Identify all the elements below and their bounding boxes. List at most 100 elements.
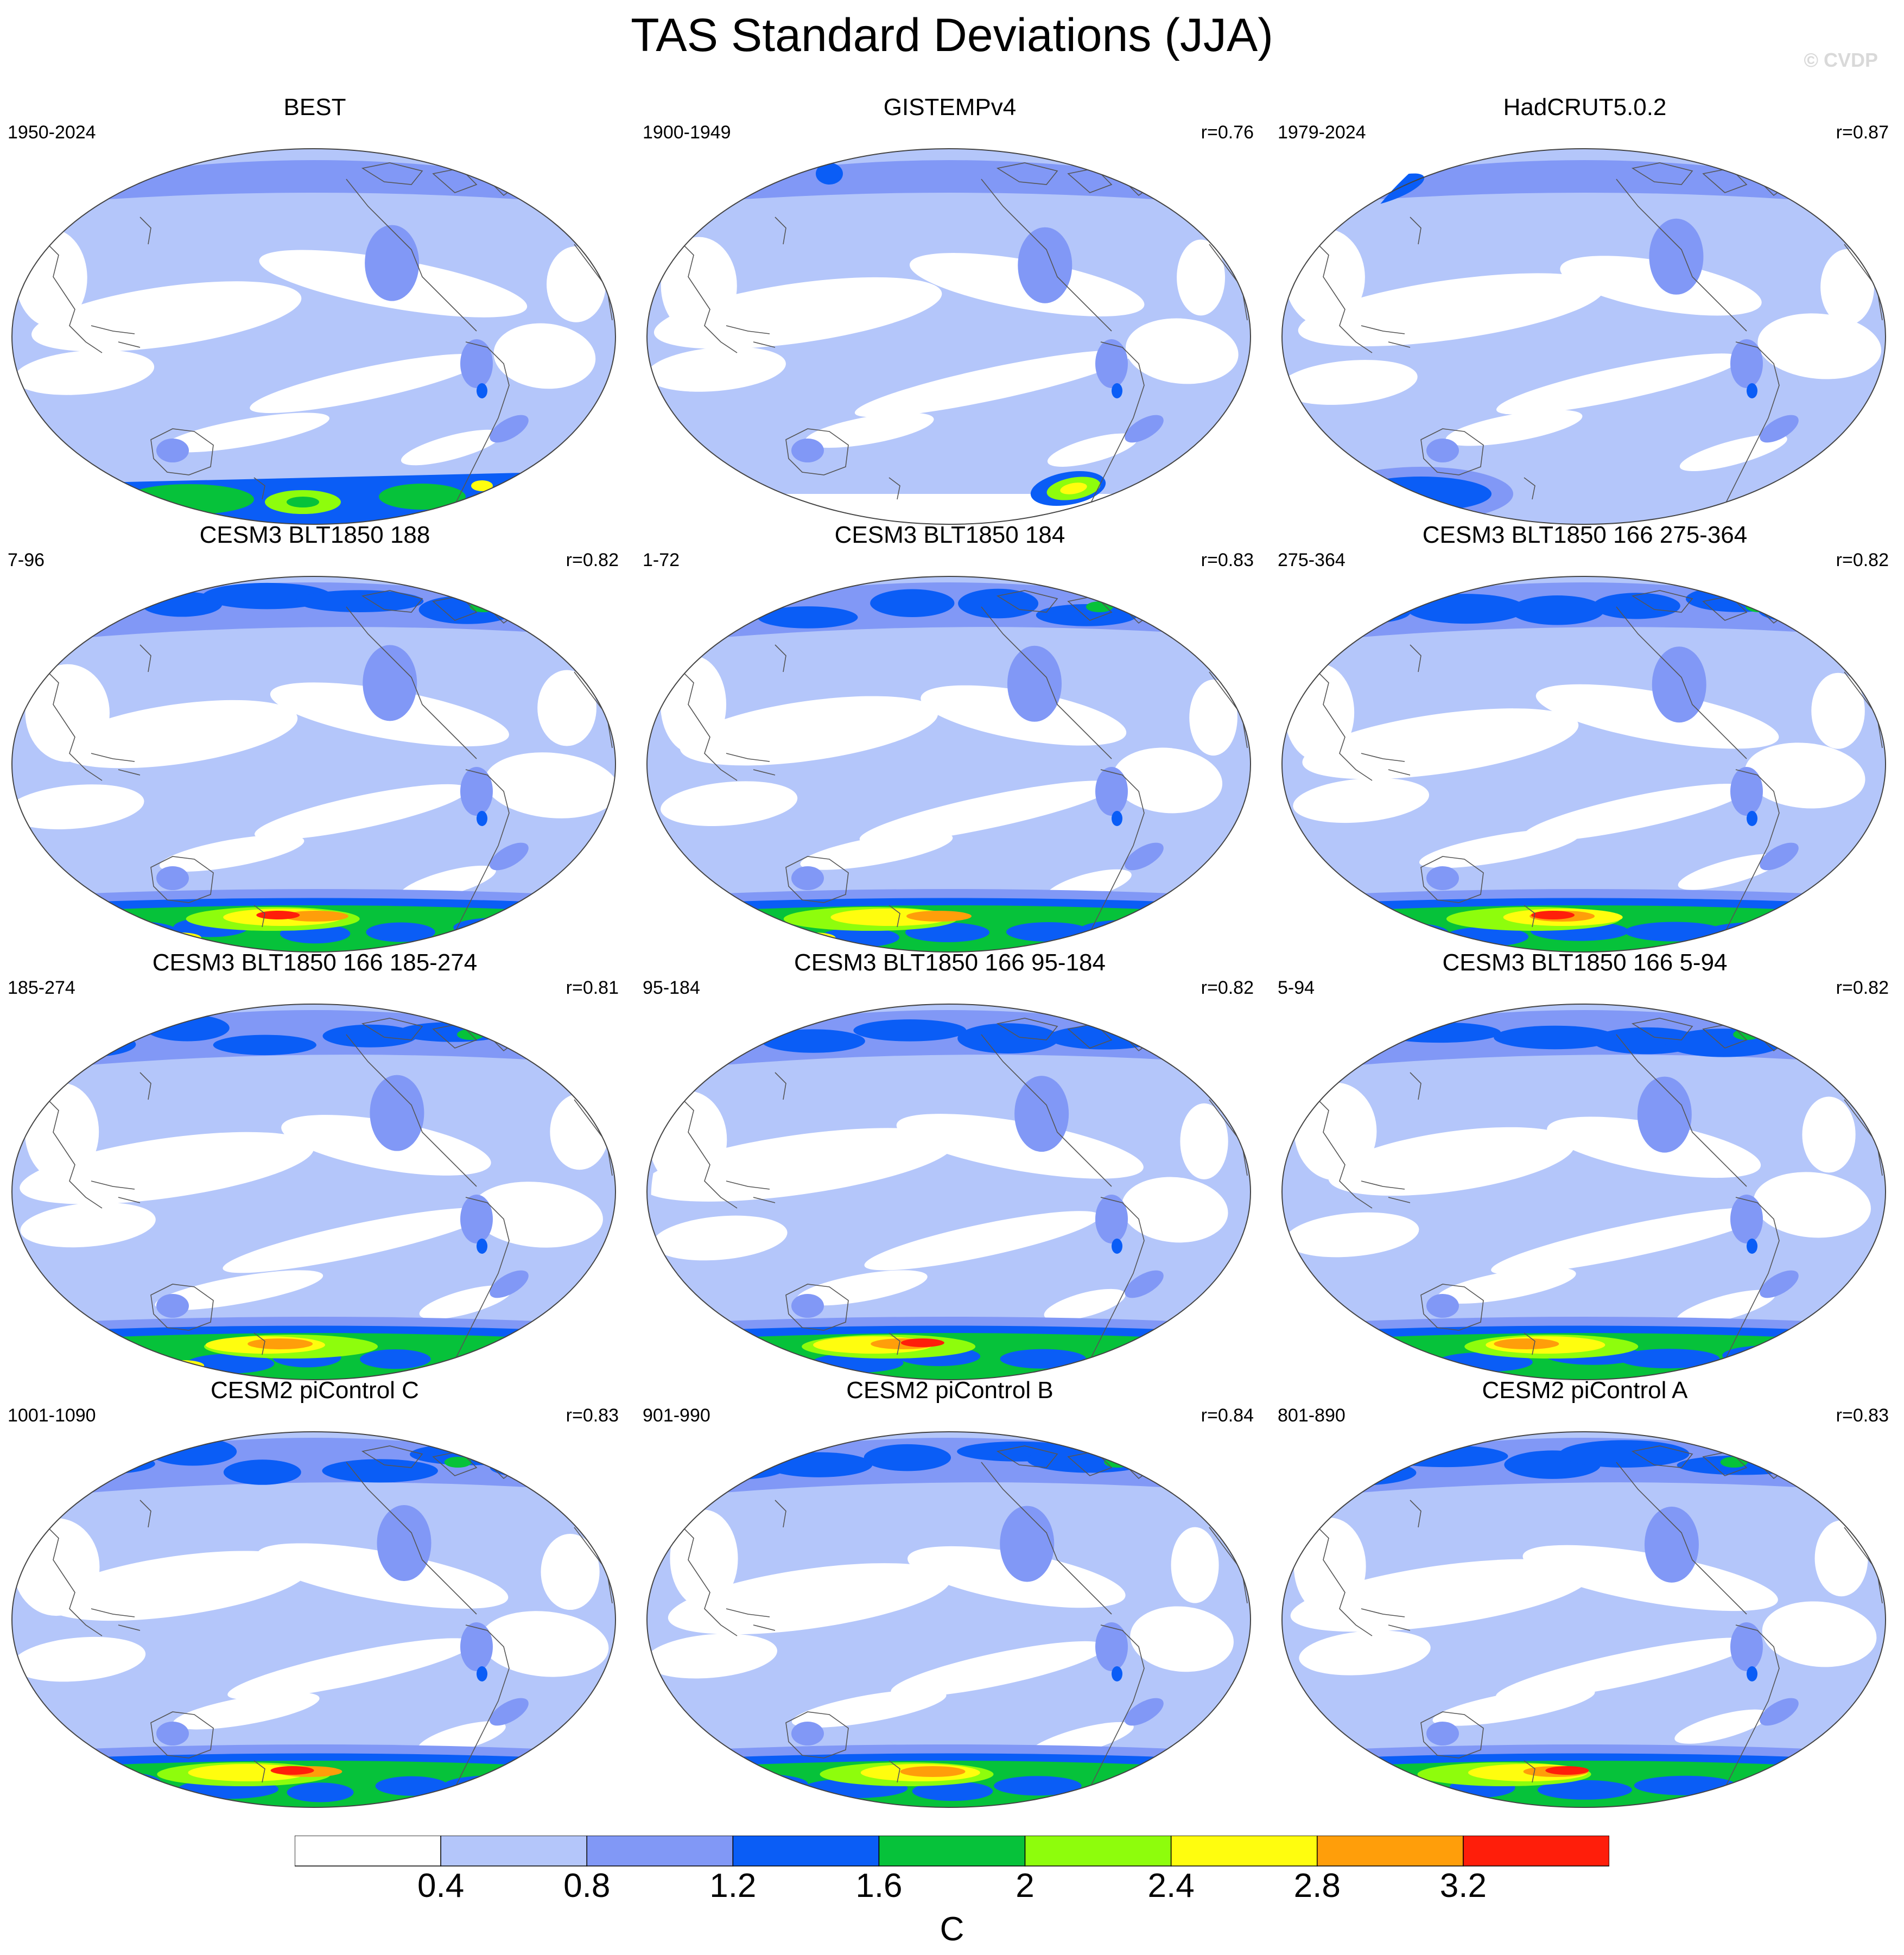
contour-region bbox=[645, 1128, 955, 1202]
contour-region bbox=[1048, 1025, 1162, 1050]
contour-region bbox=[668, 1563, 951, 1635]
robinson-map bbox=[11, 148, 617, 525]
coastline bbox=[1722, 341, 1780, 524]
contour-region bbox=[646, 346, 786, 392]
contour-region bbox=[791, 1689, 947, 1728]
coastline bbox=[1361, 1608, 1411, 1631]
contour-region bbox=[223, 1459, 301, 1485]
panel-period: 185-274 bbox=[8, 977, 75, 998]
contour-region bbox=[511, 1031, 601, 1057]
contour-region bbox=[1344, 1015, 1388, 1026]
contour-region bbox=[804, 412, 934, 448]
contour-region bbox=[707, 588, 751, 599]
map-panel: CESM3 BLT1850 184 1-72 r=0.83 bbox=[635, 520, 1265, 953]
coastline bbox=[1410, 217, 1421, 245]
contour-region bbox=[360, 1349, 431, 1369]
contour-region bbox=[854, 350, 1131, 417]
contour-region bbox=[912, 1781, 993, 1801]
contour-region bbox=[1280, 360, 1418, 405]
coastline bbox=[1410, 644, 1421, 672]
contour-region bbox=[1018, 227, 1072, 303]
robinson-map bbox=[645, 1431, 1252, 1808]
contour-region bbox=[761, 1029, 865, 1053]
coastline bbox=[150, 1284, 214, 1331]
contour-region bbox=[709, 1774, 808, 1794]
contour-region bbox=[1000, 1349, 1086, 1369]
coastline bbox=[1616, 179, 1747, 332]
robinson-map bbox=[10, 576, 618, 953]
contour-region bbox=[144, 1362, 167, 1369]
contour-region bbox=[365, 225, 420, 301]
coastline bbox=[432, 1451, 478, 1476]
coastline bbox=[981, 179, 1112, 332]
coastline bbox=[1844, 1527, 1883, 1604]
panel-correlation: r=0.82 bbox=[1201, 977, 1254, 998]
contour-region bbox=[661, 781, 798, 827]
contour-region bbox=[1148, 1441, 1237, 1462]
coastline bbox=[253, 1760, 265, 1783]
contour-region bbox=[1104, 1457, 1132, 1468]
contour-region bbox=[1044, 1288, 1126, 1321]
contour-region bbox=[39, 593, 149, 614]
coastline bbox=[1420, 856, 1484, 903]
coastline bbox=[775, 644, 786, 672]
contour-region bbox=[469, 601, 497, 612]
contour-region bbox=[370, 1075, 424, 1151]
panel-title: BEST bbox=[283, 94, 346, 120]
contour-region bbox=[1401, 1360, 1445, 1371]
contour-region bbox=[1096, 1354, 1174, 1374]
robinson-map bbox=[1281, 576, 1887, 953]
coastline bbox=[1631, 1018, 1693, 1040]
panel-title: CESM3 BLT1850 188 bbox=[199, 522, 430, 548]
contour-region bbox=[480, 1611, 609, 1677]
contour-region bbox=[501, 585, 578, 613]
map-panel: BEST 1950-2024 bbox=[0, 92, 630, 525]
contour-region bbox=[1820, 249, 1874, 325]
map-outline bbox=[1281, 576, 1887, 953]
coastline bbox=[888, 1760, 900, 1783]
coastline bbox=[139, 1072, 151, 1100]
coastline bbox=[574, 671, 613, 748]
contour-region bbox=[471, 480, 493, 491]
contour-region bbox=[1496, 353, 1742, 415]
contour-region bbox=[401, 429, 502, 466]
contour-region bbox=[791, 866, 824, 890]
map-outline bbox=[11, 576, 617, 953]
map-panel: CESM3 BLT1850 188 7-96 r=0.82 bbox=[0, 520, 630, 953]
map-panel: CESM2 piControl C 1001-1090 r=0.83 bbox=[0, 1375, 630, 1808]
contour-region bbox=[1007, 645, 1062, 722]
map-background bbox=[12, 1432, 615, 1807]
contour-region bbox=[1340, 1443, 1383, 1454]
contour-region bbox=[1679, 434, 1787, 472]
contour-region bbox=[257, 1543, 509, 1609]
contour-region bbox=[45, 1551, 310, 1621]
contour-region bbox=[1494, 1025, 1616, 1050]
panel-title: CESM3 BLT1850 166 185-274 bbox=[152, 949, 478, 976]
panel-period: 1979-2024 bbox=[1278, 122, 1366, 143]
contour-region bbox=[1378, 1022, 1501, 1043]
colorbar-tick-label: 0.4 bbox=[417, 1867, 465, 1905]
contour-region bbox=[1357, 1354, 1441, 1374]
contour-region bbox=[1522, 1545, 1778, 1611]
contour-region bbox=[1730, 339, 1763, 388]
contour-region bbox=[1290, 1559, 1591, 1632]
contour-region bbox=[13, 1518, 100, 1616]
contour-region bbox=[1027, 1446, 1153, 1473]
contour-region bbox=[1060, 483, 1087, 494]
contour-region bbox=[18, 1031, 136, 1058]
coastline bbox=[785, 1284, 849, 1331]
coastline bbox=[1420, 428, 1484, 475]
coastline bbox=[1524, 1760, 1535, 1783]
coastline bbox=[346, 1034, 477, 1187]
contour-region bbox=[379, 484, 466, 510]
contour-region bbox=[377, 1505, 431, 1582]
contour-region bbox=[1730, 767, 1763, 816]
robinson-map bbox=[1280, 148, 1887, 525]
contour-region bbox=[477, 1239, 487, 1254]
coastline bbox=[726, 1608, 776, 1631]
contour-region bbox=[1294, 1082, 1377, 1180]
contour-region bbox=[1426, 1722, 1459, 1745]
coastline bbox=[1844, 1099, 1883, 1176]
map-panel: GISTEMPv4 1900-1949 r=0.76 bbox=[635, 92, 1265, 525]
panel-title: CESM2 piControl B bbox=[846, 1377, 1053, 1404]
